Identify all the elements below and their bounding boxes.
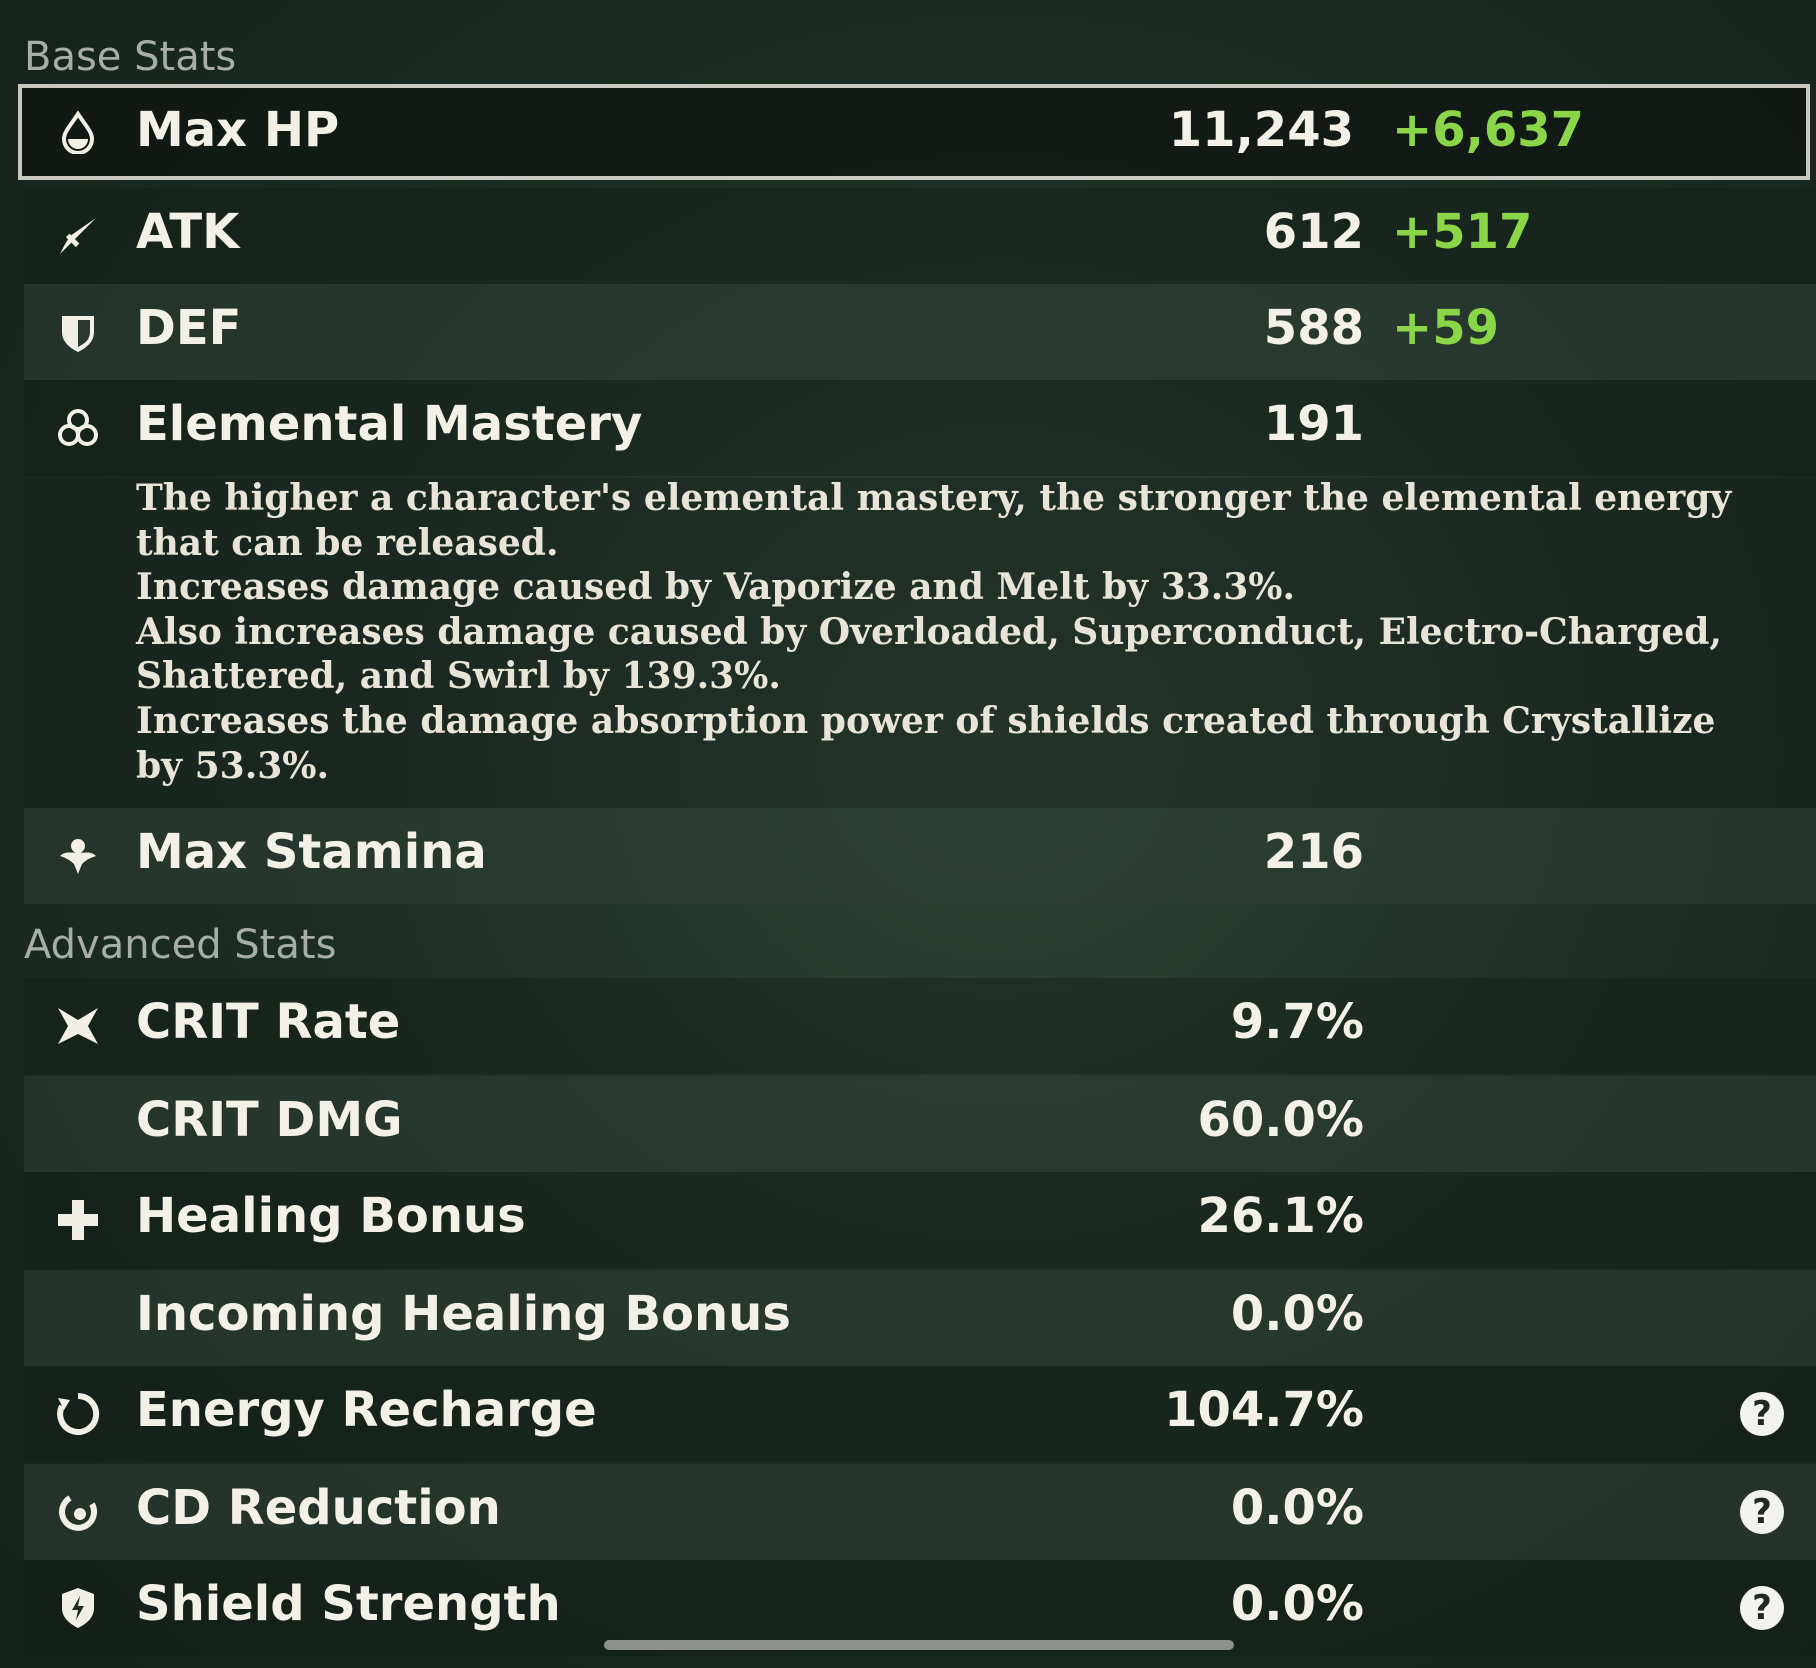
scrollbar[interactable] (604, 1640, 1234, 1650)
shield-icon (56, 310, 100, 354)
stat-row-def[interactable]: DEF 588 +59 (24, 284, 1816, 380)
stat-row-energy-recharge[interactable]: Energy Recharge 104.7% ? (24, 1366, 1816, 1462)
stat-label: Incoming Healing Bonus (136, 1286, 791, 1342)
advanced-stats-title: Advanced Stats (24, 922, 337, 968)
stat-row-incoming-healing-bonus[interactable]: Incoming Healing Bonus 0.0% (24, 1270, 1816, 1366)
stat-row-atk[interactable]: ATK 612 +517 (24, 188, 1816, 284)
stat-value: 11,243 (1168, 102, 1354, 158)
stat-row-max-stamina[interactable]: Max Stamina 216 (24, 808, 1816, 904)
stat-label: Shield Strength (136, 1576, 561, 1632)
description-line: Increases damage caused by Vaporize and … (136, 566, 1296, 609)
stat-row-max-hp[interactable]: Max HP 11,243 +6,637 (18, 84, 1810, 180)
stat-row-elemental-mastery[interactable]: Elemental Mastery 191 (24, 380, 1816, 476)
hp-drop-icon (56, 110, 100, 154)
help-icon[interactable]: ? (1740, 1490, 1784, 1534)
stat-value: 588 (1263, 300, 1364, 356)
stamina-icon (56, 834, 100, 878)
stat-bonus: +517 (1392, 204, 1533, 260)
energy-recharge-icon (56, 1392, 100, 1436)
stat-row-crit-dmg[interactable]: CRIT DMG 60.0% (24, 1076, 1816, 1172)
stat-value: 26.1% (1197, 1188, 1364, 1244)
description-line: Increases the damage absorption power of… (136, 699, 1716, 787)
base-stats-title: Base Stats (24, 34, 237, 80)
sword-icon (56, 214, 100, 258)
description-background (24, 478, 1816, 808)
stat-label: ATK (136, 204, 240, 260)
cd-reduction-icon (56, 1490, 100, 1534)
stat-value: 9.7% (1230, 994, 1364, 1050)
help-icon[interactable]: ? (1740, 1586, 1784, 1630)
stat-value: 0.0% (1230, 1286, 1364, 1342)
stat-label: Max Stamina (136, 824, 487, 880)
stat-value: 0.0% (1230, 1576, 1364, 1632)
stat-label: DEF (136, 300, 242, 356)
stat-row-healing-bonus[interactable]: Healing Bonus 26.1% (24, 1172, 1816, 1268)
help-icon[interactable]: ? (1740, 1392, 1784, 1436)
stat-value: 60.0% (1197, 1092, 1364, 1148)
stat-value: 612 (1263, 204, 1364, 260)
stat-row-cd-reduction[interactable]: CD Reduction 0.0% ? (24, 1464, 1816, 1560)
stat-value: 104.7% (1164, 1382, 1364, 1438)
stat-row-crit-rate[interactable]: CRIT Rate 9.7% (24, 978, 1816, 1074)
elemental-mastery-icon (56, 406, 100, 450)
stat-label: CRIT DMG (136, 1092, 403, 1148)
stat-label: Max HP (136, 102, 340, 158)
description-line: The higher a character's elemental maste… (136, 477, 1732, 564)
description-line: Also increases damage caused by Overload… (136, 610, 1722, 698)
stat-label: CRIT Rate (136, 994, 401, 1050)
stat-label: Healing Bonus (136, 1188, 526, 1244)
shield-strength-icon (56, 1586, 100, 1630)
stat-bonus: +6,637 (1392, 102, 1585, 158)
crit-rate-icon (56, 1004, 100, 1048)
stat-value: 191 (1263, 396, 1364, 452)
stat-value: 216 (1263, 824, 1364, 880)
stat-label: Elemental Mastery (136, 396, 643, 452)
stat-row-shield-strength[interactable]: Shield Strength 0.0% ? (24, 1560, 1816, 1656)
stat-bonus: +59 (1392, 300, 1500, 356)
elemental-mastery-description: The higher a character's elemental maste… (136, 476, 1736, 788)
healing-cross-icon (56, 1198, 100, 1242)
stat-value: 0.0% (1230, 1480, 1364, 1536)
stat-label: CD Reduction (136, 1480, 501, 1536)
stat-label: Energy Recharge (136, 1382, 597, 1438)
